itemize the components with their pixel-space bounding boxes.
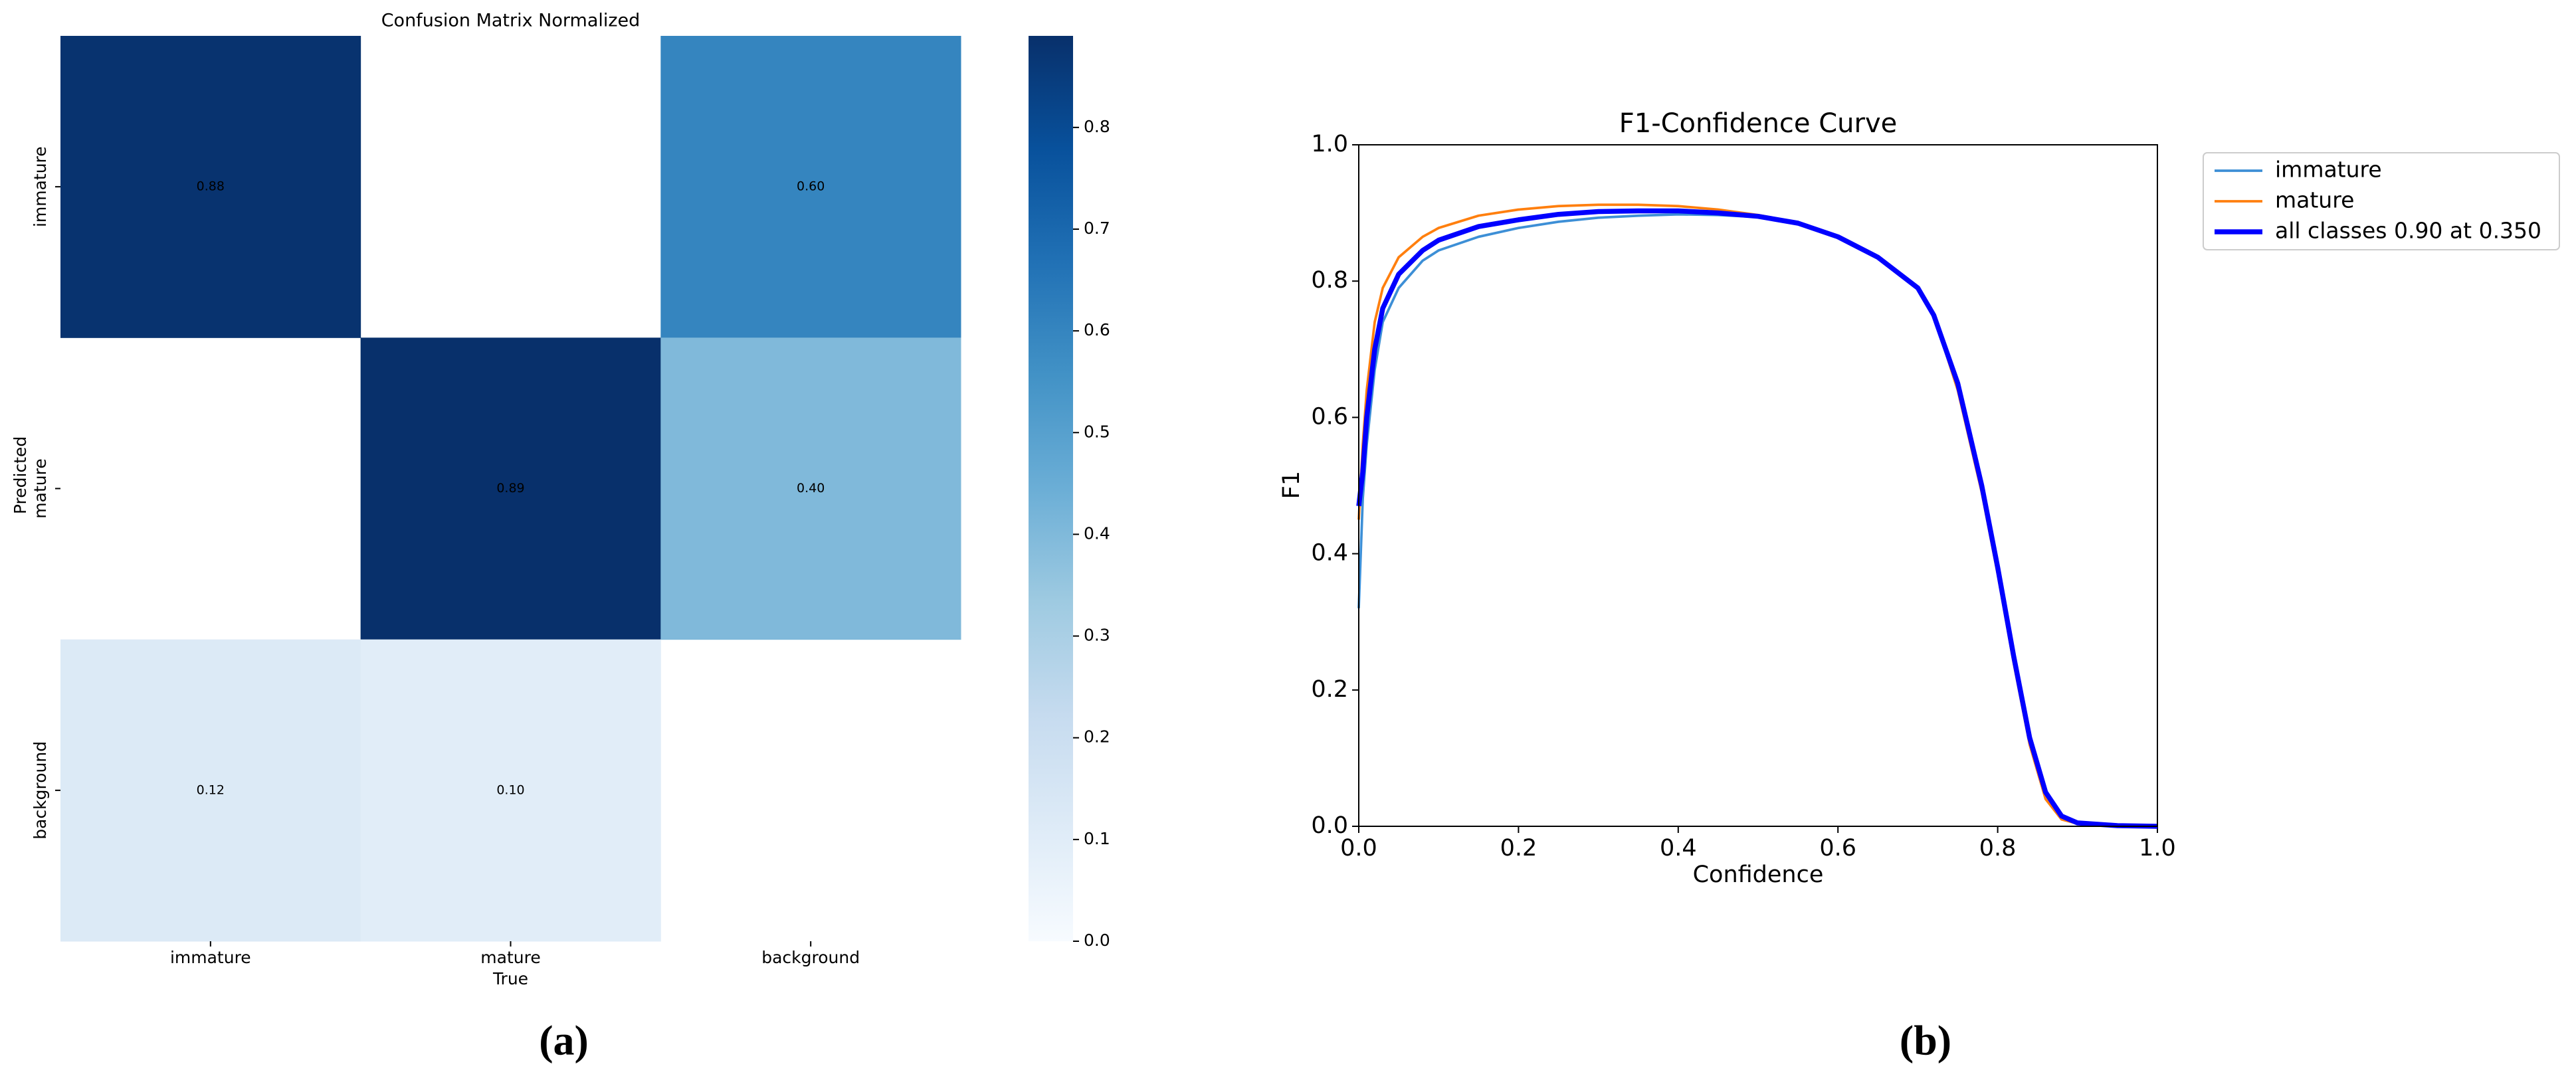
heatmap-cell — [60, 639, 361, 942]
y-tick-label: mature — [31, 458, 50, 518]
y-tick-label: 1.0 — [1311, 131, 1348, 157]
x-tick-label: 0.0 — [1340, 835, 1377, 862]
legend-label: immature — [2275, 157, 2382, 183]
y-tick-label: 0.2 — [1311, 676, 1348, 703]
legend-label: all classes 0.90 at 0.350 — [2275, 218, 2541, 244]
y-tick-label: immature — [31, 146, 50, 227]
y-tick-label: background — [31, 741, 50, 840]
colorbar-tick-label: 0.4 — [1084, 523, 1110, 543]
colorbar-tick-label: 0.3 — [1084, 626, 1110, 645]
heatmap-cell — [360, 337, 661, 640]
caption: (a) — [539, 1017, 589, 1064]
colorbar-tick-label: 0.8 — [1084, 117, 1110, 136]
y-tick-label: 0.4 — [1311, 540, 1348, 567]
x-tick-label: 0.6 — [1819, 835, 1856, 862]
heatmap-cell — [660, 36, 961, 338]
y-tick-label: 0.6 — [1311, 403, 1348, 430]
colorbar — [1029, 36, 1073, 941]
cell-label: 0.12 — [197, 782, 225, 797]
x-axis-label: True — [492, 969, 528, 988]
chart-title: Confusion Matrix Normalized — [381, 11, 641, 31]
heatmap-cell — [60, 36, 361, 338]
caption: (b) — [1900, 1017, 1951, 1064]
y-axis-label: Predicted — [11, 436, 30, 514]
x-tick-label: 0.8 — [1979, 835, 2017, 862]
x-tick-label: mature — [480, 948, 540, 967]
x-tick-label: 0.2 — [1500, 835, 1537, 862]
plot-frame — [1358, 144, 2158, 827]
cell-label: 0.88 — [197, 179, 225, 194]
legend-box — [2203, 152, 2560, 250]
cell-label: 0.89 — [496, 481, 524, 496]
x-tick-label: background — [761, 948, 860, 967]
colorbar-tick-label: 0.2 — [1084, 727, 1110, 747]
x-tick-label: 0.4 — [1660, 835, 1697, 862]
colorbar-tick-label: 0.5 — [1084, 422, 1110, 441]
y-tick-label: 0.8 — [1311, 267, 1348, 294]
y-tick-label: 0.0 — [1311, 812, 1348, 839]
legend-label: mature — [2275, 187, 2354, 213]
x-tick-label: immature — [170, 948, 251, 967]
colorbar-tick-label: 0.0 — [1084, 931, 1110, 950]
colorbar-tick-label: 0.7 — [1084, 219, 1110, 238]
chart-title: F1-Confidence Curve — [1619, 108, 1898, 139]
y-axis-label: F1 — [1278, 471, 1305, 499]
x-tick-label: 1.0 — [2139, 835, 2176, 862]
x-axis-label: Confidence — [1693, 862, 1824, 888]
cell-label: 0.10 — [496, 782, 524, 797]
heatmap-cell — [360, 639, 661, 942]
cell-label: 0.40 — [797, 481, 825, 496]
series-line — [1356, 208, 2158, 829]
colorbar-tick-label: 0.6 — [1084, 320, 1110, 339]
heatmap-cell — [660, 337, 961, 640]
colorbar-tick-label: 0.1 — [1084, 829, 1110, 848]
cell-label: 0.60 — [797, 179, 825, 194]
